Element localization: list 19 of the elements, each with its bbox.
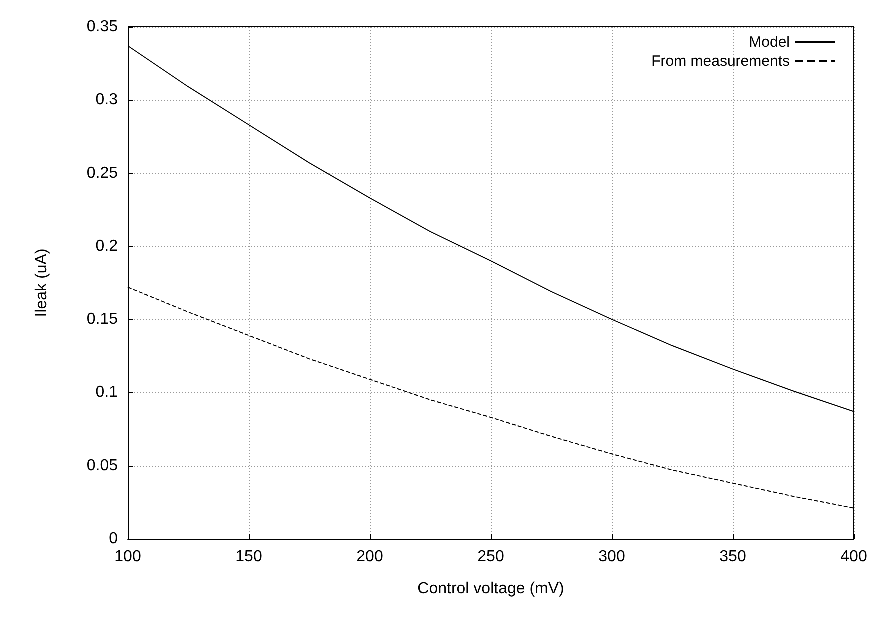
y-tick-label: 0.1 bbox=[96, 384, 118, 402]
y-tick-label: 0.25 bbox=[86, 164, 118, 182]
y-tick-label: 0.35 bbox=[86, 18, 118, 36]
x-tick-label: 100 bbox=[114, 548, 142, 566]
legend-label: Model bbox=[749, 34, 790, 51]
x-tick-label: 150 bbox=[236, 548, 262, 566]
y-tick-label: 0.3 bbox=[96, 92, 118, 109]
y-tick-label: 0.15 bbox=[86, 311, 118, 328]
y-axis-title: Ileak (uA) bbox=[34, 248, 50, 318]
y-tick-label: 0 bbox=[109, 530, 118, 548]
y-tick-label: 0.05 bbox=[86, 457, 118, 474]
x-tick-label: 350 bbox=[720, 548, 746, 566]
y-tick-label: 0.2 bbox=[96, 238, 118, 255]
x-tick-label: 200 bbox=[356, 548, 384, 566]
x-tick-label: 300 bbox=[598, 548, 626, 566]
x-tick-label: 250 bbox=[478, 548, 504, 566]
x-axis-title: Control voltage (mV) bbox=[418, 580, 564, 598]
legend-label: From measurements bbox=[652, 53, 790, 70]
x-tick-label: 400 bbox=[840, 548, 868, 566]
